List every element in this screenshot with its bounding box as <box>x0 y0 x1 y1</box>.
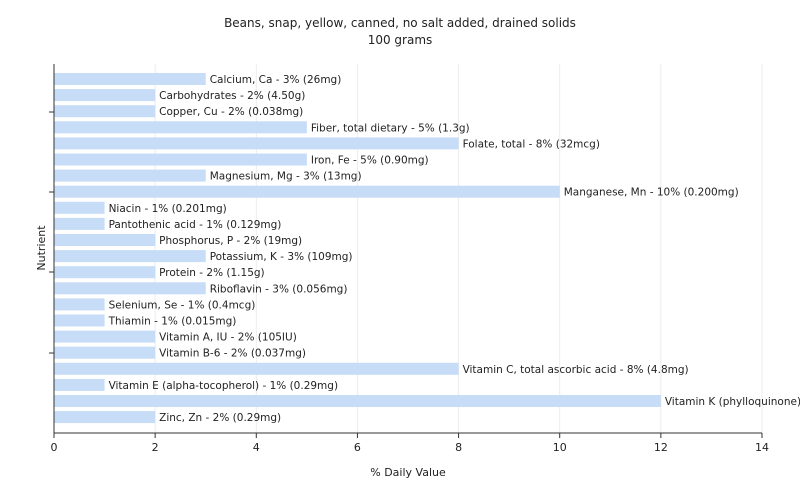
bar-label: Selenium, Se - 1% (0.4mcg) <box>109 299 256 311</box>
bar <box>54 73 206 85</box>
bar-label: Zinc, Zn - 2% (0.29mg) <box>159 412 281 424</box>
bar <box>54 346 156 359</box>
bar-label: Iron, Fe - 5% (0.90mg) <box>311 155 429 167</box>
x-tick-label: 10 <box>553 441 567 454</box>
bar <box>54 153 307 166</box>
x-tick-label: 6 <box>354 441 361 454</box>
bar <box>54 121 307 134</box>
bar-label: Vitamin B-6 - 2% (0.037mg) <box>159 348 306 360</box>
bar <box>54 185 560 198</box>
bar-label: Carbohydrates - 2% (4.50g) <box>159 90 305 102</box>
bar-label: Magnesium, Mg - 3% (13mg) <box>210 171 362 183</box>
chart-subtitle: 100 grams <box>367 33 433 47</box>
bar <box>54 137 459 150</box>
bar <box>54 411 156 424</box>
bar <box>54 298 105 311</box>
bar-label: Vitamin C, total ascorbic acid - 8% (4.8… <box>463 364 689 376</box>
bar-label: Vitamin E (alpha-tocopherol) - 1% (0.29m… <box>109 380 338 392</box>
x-tick-label: 14 <box>755 441 769 454</box>
bars: Calcium, Ca - 3% (26mg) Carbohydrates - 2… <box>54 73 800 424</box>
x-tick-label: 12 <box>654 441 668 454</box>
bar <box>54 330 156 343</box>
bar <box>54 282 206 295</box>
bar <box>54 378 105 391</box>
bar <box>54 266 156 279</box>
axes: 0 2 4 6 8 10 12 14 <box>49 64 769 454</box>
bar-label: Vitamin K (phylloquinone) - 12% (9.9mcg) <box>665 396 800 408</box>
bar-label: Pantothenic acid - 1% (0.129mg) <box>109 219 282 231</box>
chart-title: Beans, snap, yellow, canned, no salt add… <box>224 16 576 30</box>
bar <box>54 217 105 230</box>
bar-label: Fiber, total dietary - 5% (1.3g) <box>311 122 470 134</box>
bar-label: Folate, total - 8% (32mcg) <box>463 138 600 150</box>
grid-lines <box>154 64 763 433</box>
x-axis-label: % Daily Value <box>370 466 446 479</box>
bar <box>54 89 156 102</box>
bar <box>54 314 105 327</box>
bar-label: Protein - 2% (1.15g) <box>159 267 265 279</box>
x-tick-label: 2 <box>152 441 159 454</box>
bar-label: Manganese, Mn - 10% (0.200mg) <box>564 187 739 199</box>
bar <box>54 201 105 214</box>
bar <box>54 234 156 246</box>
bar <box>54 105 156 118</box>
bar-label: Riboflavin - 3% (0.056mg) <box>210 283 348 295</box>
bar-label: Potassium, K - 3% (109mg) <box>210 251 353 263</box>
bar-label: Niacin - 1% (0.201mg) <box>109 203 227 215</box>
bar <box>54 362 459 375</box>
x-tick-label: 4 <box>253 441 260 454</box>
x-tick-label: 8 <box>455 441 462 454</box>
bar-label: Thiamin - 1% (0.015mg) <box>108 316 237 328</box>
bar-label: Copper, Cu - 2% (0.038mg) <box>159 106 303 118</box>
bar <box>54 169 206 182</box>
bar-label: Vitamin A, IU - 2% (105IU) <box>159 332 297 344</box>
bar <box>54 250 206 263</box>
bar-label: Phosphorus, P - 2% (19mg) <box>159 235 302 247</box>
y-axis-label: Nutrient <box>35 225 48 271</box>
bar <box>54 395 661 407</box>
x-tick-label: 0 <box>51 441 58 454</box>
bar-label: Calcium, Ca - 3% (26mg) <box>210 74 342 86</box>
